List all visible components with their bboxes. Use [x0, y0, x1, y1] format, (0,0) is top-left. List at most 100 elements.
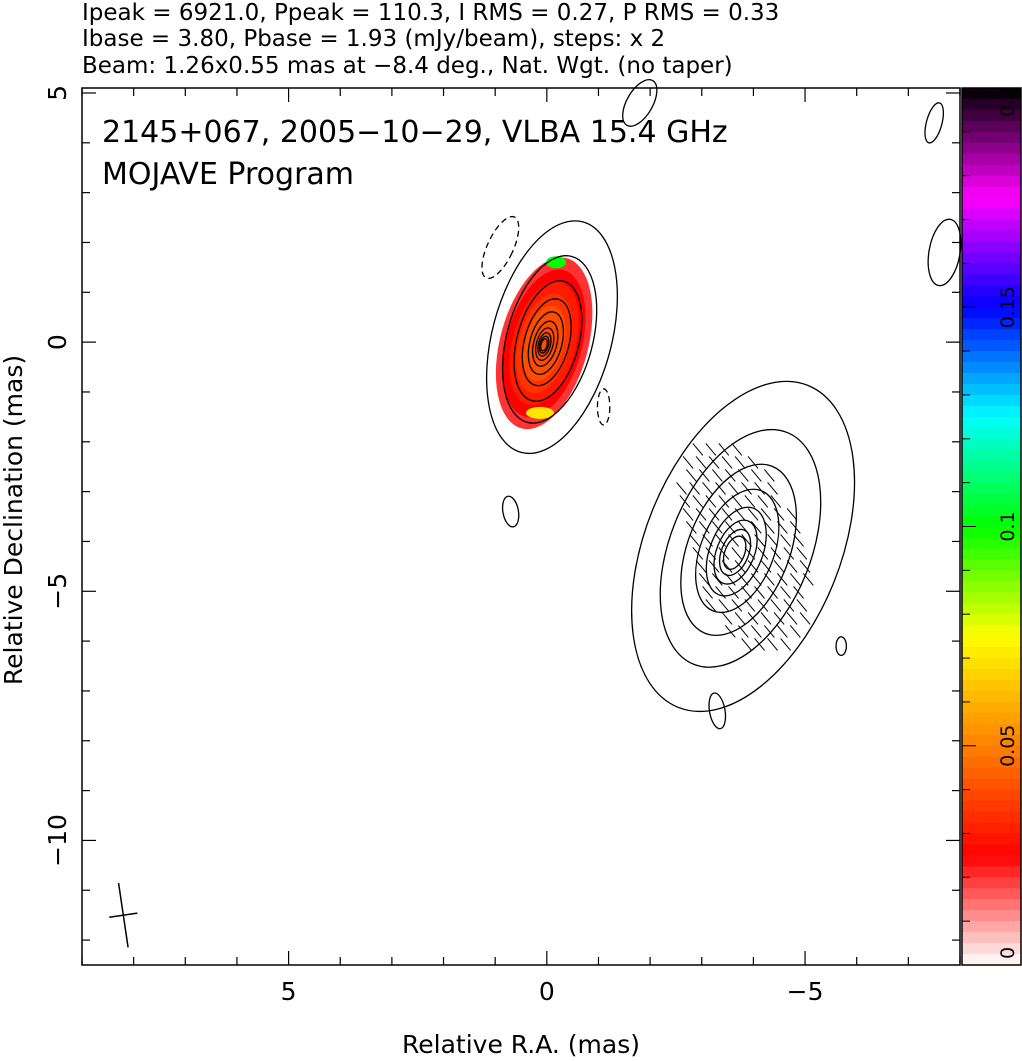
evpa-tick: [799, 612, 811, 625]
evpa-tick: [708, 508, 720, 521]
evpa-tick: [780, 638, 791, 651]
evpa-tick: [767, 534, 778, 547]
colorbar-segment: [962, 888, 1021, 900]
colorbar-tick-label: 0.05: [997, 725, 1019, 767]
plot-frame: [81, 87, 961, 966]
evpa-tick: [737, 521, 749, 534]
evpa-tick: [705, 495, 717, 508]
evpa-tick: [721, 560, 733, 573]
colorbar-segment: [962, 679, 1021, 692]
colorbar-segment: [962, 307, 1021, 319]
colorbar-segment: [962, 690, 1021, 703]
evpa-tick: [721, 508, 733, 521]
evpa-tick: [796, 599, 808, 612]
evpa-tick: [685, 521, 697, 534]
contour-core: [537, 332, 552, 357]
evpa-tick: [708, 560, 720, 573]
colorbar-segment: [962, 855, 1021, 867]
header-line-3: Beam: 1.26x0.55 mas at −8.4 deg., Nat. W…: [82, 53, 733, 79]
evpa-tick: [747, 508, 759, 521]
evpa-tick: [724, 573, 736, 586]
colorbar-segment: [962, 197, 1021, 210]
evpa-tick: [773, 560, 785, 573]
evpa-tick: [689, 534, 700, 547]
evpa-tick: [770, 599, 782, 612]
evpa-tick: [763, 469, 775, 482]
polarization-edge-yellow: [525, 406, 554, 419]
colorbar-segment: [962, 383, 1021, 396]
x-tick-label: −5: [787, 977, 824, 1006]
colorbar-segment: [962, 329, 1021, 341]
source-label: 2145+067, 2005−10−29, VLBA 15.4 GHz: [102, 115, 728, 150]
evpa-tick: [757, 495, 769, 508]
colorbar-segment: [962, 581, 1021, 593]
colorbar-segment: [962, 285, 1021, 297]
colorbar-segment: [962, 493, 1021, 506]
colorbar-segment: [962, 669, 1021, 681]
x-tick-label: 5: [281, 977, 297, 1006]
evpa-tick: [715, 586, 726, 599]
evpa-tick: [731, 599, 743, 612]
negative-contour: [596, 388, 611, 426]
y-tick-label: −10: [43, 814, 72, 867]
evpa-tick: [750, 469, 762, 482]
evpa-tick: [718, 495, 730, 508]
x-tick-label: 0: [539, 977, 555, 1006]
evpa-tick: [692, 495, 704, 508]
colorbar-segment: [962, 910, 1021, 922]
contour-core: [531, 320, 559, 367]
evpa-tick: [728, 586, 739, 599]
evpa-tick: [802, 573, 814, 586]
contour-core: [538, 335, 550, 354]
beam-minor-axis: [109, 912, 138, 918]
colorbar-segment: [962, 548, 1021, 560]
colorbar-segment: [962, 723, 1021, 736]
evpa-tick: [760, 612, 772, 625]
colorbar-segment: [962, 811, 1021, 824]
colorbar-tick-label: 0: [997, 947, 1019, 959]
evpa-tick: [731, 443, 743, 456]
evpa-tick: [728, 534, 739, 547]
contour-jet: [659, 428, 822, 668]
evpa-tick: [737, 469, 749, 482]
colorbar-segment: [962, 647, 1021, 659]
axis-ticks: 5 0 −5 5 0 −5 −10: [43, 85, 961, 1006]
colorbar-segment: [962, 658, 1021, 670]
colorbar-segment: [962, 405, 1021, 418]
evpa-tick: [750, 625, 762, 638]
colorbar-segment: [962, 537, 1021, 550]
colorbar-segment: [962, 745, 1021, 758]
colorbar-segment: [962, 515, 1021, 528]
colorbar-segment: [962, 559, 1021, 571]
evpa-tick: [757, 547, 769, 560]
evpa-tick: [754, 586, 765, 599]
colorbar-segment: [962, 98, 1021, 111]
evpa-tick: [724, 469, 736, 482]
evpa-tick: [702, 482, 713, 495]
evpa-tick: [705, 443, 717, 456]
colorbar: 0 0.05 0.1 0.15 0.2: [961, 87, 1022, 966]
program-label: MOJAVE Program: [102, 157, 354, 192]
colorbar-segment: [962, 449, 1021, 462]
evpa-tick: [793, 586, 804, 599]
evpa-tick: [780, 586, 791, 599]
isolated-contour: [708, 692, 727, 730]
colorbar-segment: [962, 164, 1021, 177]
evpa-tick: [799, 560, 811, 573]
contour-core: [535, 327, 555, 361]
colorbar-segment: [962, 954, 1021, 966]
evpa-tick: [741, 638, 752, 651]
evpa-tick: [698, 573, 710, 586]
evpa-tick: [770, 495, 782, 508]
isolated-contour: [927, 218, 962, 287]
colorbar-segment: [962, 241, 1021, 254]
evpa-tick: [750, 521, 762, 534]
colorbar-segment: [962, 274, 1021, 286]
evpa-tick: [731, 547, 743, 560]
colorbar-segment: [962, 252, 1021, 264]
evpa-tick: [721, 612, 733, 625]
evpa-tick: [786, 508, 798, 521]
colorbar-segment: [962, 153, 1021, 166]
evpa-tick: [682, 456, 694, 469]
